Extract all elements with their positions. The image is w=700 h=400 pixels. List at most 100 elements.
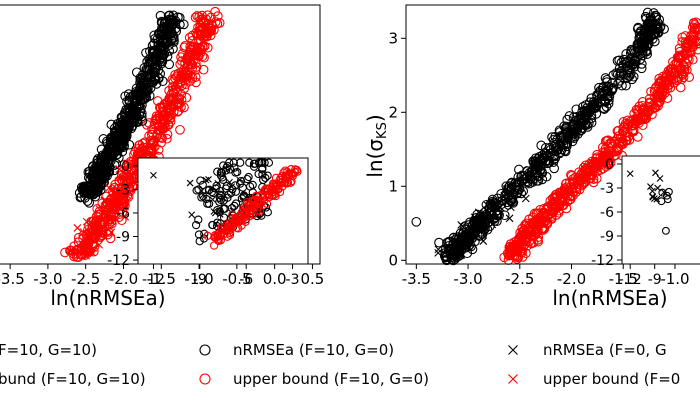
- data-point-upper-bound-f-10-g-10: [126, 163, 137, 174]
- inset-cross-black: [656, 175, 664, 182]
- right-x-axis-label: ln(nRMSEa): [552, 286, 667, 310]
- inset-point-black: [231, 187, 241, 196]
- data-point-cross: [149, 150, 158, 159]
- right-y-axis-label: ln(σKS): [363, 114, 390, 177]
- y-tick-label: -12: [107, 253, 130, 269]
- data-point-nrmsea-f-10-g-10: [85, 174, 96, 184]
- left-inset-points: [150, 158, 302, 250]
- data-point-nrmsea-f-10-g-0: [636, 30, 647, 41]
- data-point-nrmsea-f-10-g-0: [602, 86, 612, 97]
- y-tick-label: -9: [600, 229, 614, 245]
- data-point-cross: [94, 227, 103, 236]
- data-point-upper-bound-f-10-g-10: [175, 124, 185, 135]
- inset-point-black: [216, 219, 225, 228]
- left-x-axis-label: ln(nRMSEa): [50, 286, 165, 310]
- data-point-nrmsea-f-10-g-0: [642, 49, 653, 59]
- data-point-upper-bound-f-10-g-10: [165, 116, 176, 127]
- data-point-upper-bound-f-10-g-10: [184, 32, 195, 43]
- data-point-upper-bound-f-10-g-0: [551, 210, 562, 220]
- legend-label: upper bound (F=0: [543, 370, 680, 388]
- data-point-nrmsea-f-10-g-0: [562, 114, 573, 125]
- right-inset-ticks: -12 -9 0 -3 -6 -9 -12: [591, 157, 662, 288]
- inset-point-red: [260, 186, 269, 195]
- data-point-cross: [107, 199, 116, 208]
- left-inset-ticks: -12 -9 -6 -3 0 -3 -6 -9 -12: [107, 159, 299, 288]
- inset-cross-black: [188, 211, 196, 219]
- data-point-cross: [478, 217, 487, 225]
- data-point-upper-bound-f-10-g-10: [195, 47, 206, 58]
- data-point-upper-bound-f-10-g-0: [587, 170, 598, 181]
- inset-cross-black: [236, 176, 244, 184]
- data-point-nrmsea-f-10-g-0: [533, 175, 544, 186]
- inset-point-red: [209, 241, 219, 250]
- right-inset-frame: [621, 155, 700, 265]
- data-point-upper-bound-f-10-g-0: [518, 226, 528, 237]
- x-tick-label: -2.5: [71, 270, 100, 288]
- data-point-upper-bound-f-10-g-10: [185, 59, 196, 70]
- data-point-nrmsea-f-10-g-10: [145, 57, 156, 68]
- data-point-cross: [101, 211, 110, 220]
- data-point-upper-bound-f-10-g-0: [542, 212, 553, 223]
- data-point-cross: [112, 184, 120, 193]
- data-point-upper-bound-f-10-g-0: [632, 132, 643, 142]
- inset-point-black: [264, 158, 274, 167]
- data-point-nrmsea-f-10-g-10: [96, 178, 107, 189]
- data-point-upper-bound-f-10-g-10: [188, 42, 199, 53]
- data-point-upper-bound-f-10-g-0: [682, 53, 693, 64]
- data-point-cross: [105, 184, 113, 192]
- data-point-nrmsea-f-10-g-0: [623, 64, 634, 75]
- data-point-upper-bound-f-10-g-10: [143, 146, 154, 157]
- right-scatter-points: [411, 7, 700, 266]
- y-tick-label: 1: [388, 177, 398, 195]
- data-point-nrmsea-f-10-g-10: [84, 185, 94, 195]
- inset-point-red: [241, 207, 251, 216]
- data-point-upper-bound-f-10-g-10: [190, 12, 201, 23]
- data-point-nrmsea-f-10-g-10: [84, 197, 95, 208]
- data-point-upper-bound-f-10-g-0: [504, 250, 515, 261]
- inset-point-red: [241, 210, 250, 219]
- data-point-cross: [453, 248, 462, 257]
- data-point-nrmsea-f-10-g-10: [115, 128, 126, 139]
- legend-label: F=10, G=10): [0, 341, 97, 359]
- data-point-upper-bound-f-10-g-0: [686, 37, 697, 47]
- y-tick-label: -6: [600, 205, 614, 221]
- data-point-cross: [434, 249, 443, 257]
- data-point-nrmsea-f-10-g-10: [147, 45, 158, 56]
- right-inset-points: [626, 169, 673, 235]
- data-point-nrmsea-f-10-g-10: [148, 77, 158, 88]
- data-point-nrmsea-f-10-g-0: [612, 69, 623, 79]
- inset-point-red: [224, 219, 234, 228]
- data-point-upper-bound-f-10-g-0: [661, 76, 672, 86]
- data-point-nrmsea-f-10-g-10: [133, 99, 143, 110]
- inset-point-black: [233, 167, 242, 177]
- data-point-cross: [502, 185, 511, 194]
- data-point-cross: [78, 249, 87, 258]
- inset-point-red: [225, 223, 234, 232]
- data-point-nrmsea-f-10-g-0: [576, 113, 587, 123]
- y-tick-label: 0: [388, 251, 398, 269]
- inset-point-black: [661, 226, 670, 235]
- data-point-cross: [477, 214, 486, 223]
- legend-marker-circle: [199, 373, 211, 385]
- data-point-upper-bound-f-10-g-0: [566, 181, 577, 192]
- x-tick-label: -3: [286, 272, 300, 288]
- data-point-upper-bound-f-10-g-0: [580, 160, 591, 171]
- inset-point-black: [662, 191, 671, 200]
- inset-cross-black: [226, 178, 233, 186]
- x-tick-label: -1.5: [609, 270, 638, 288]
- data-point-nrmsea-f-10-g-10: [109, 123, 120, 134]
- data-point-nrmsea-f-10-g-10: [99, 162, 110, 172]
- x-tick-label: -2.0: [109, 270, 138, 288]
- data-point-upper-bound-f-10-g-0: [632, 116, 642, 127]
- data-point-upper-bound-f-10-g-0: [681, 58, 692, 69]
- data-point-nrmsea-f-10-g-10: [100, 155, 111, 166]
- inset-point-red: [274, 185, 283, 194]
- data-point-nrmsea-f-10-g-10: [137, 116, 148, 126]
- inset-cross-black: [186, 179, 194, 187]
- data-point-upper-bound-f-10-g-0: [542, 217, 553, 228]
- y-tick-label: 3: [388, 29, 398, 47]
- data-point-nrmsea-f-10-g-10: [145, 69, 155, 79]
- inset-cross-black: [210, 208, 218, 215]
- data-point-upper-bound-f-10-g-0: [640, 107, 651, 117]
- data-point-nrmsea-f-10-g-0: [533, 157, 544, 168]
